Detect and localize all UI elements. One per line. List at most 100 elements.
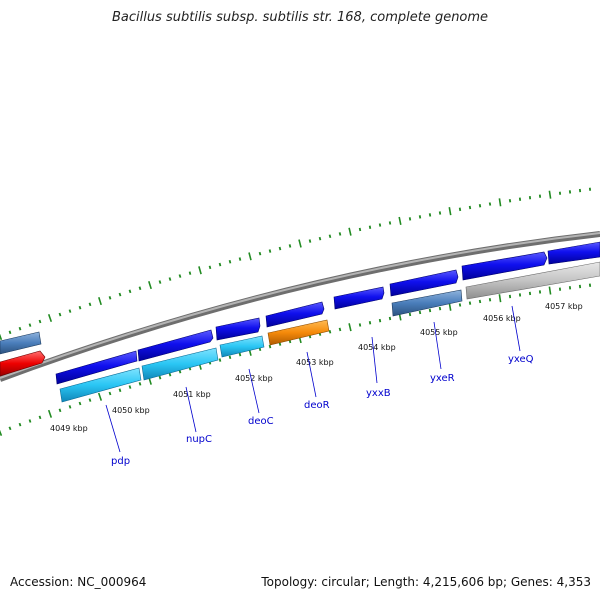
gene-feature[interactable]	[389, 269, 459, 297]
minor-tick	[338, 232, 342, 236]
minor-tick	[488, 202, 492, 206]
gene-label[interactable]: yxeR	[430, 373, 455, 384]
minor-tick	[158, 280, 162, 284]
reverse-strand-features	[0, 261, 600, 403]
gene-feature[interactable]	[55, 350, 138, 385]
gene-feature[interactable]	[391, 289, 463, 317]
genome-backbone-highlight	[0, 232, 600, 379]
gene-feature[interactable]	[59, 367, 142, 403]
gene-label[interactable]: yxxB	[366, 388, 391, 399]
scale-label: 4051 kbp	[173, 390, 211, 399]
minor-tick	[88, 398, 92, 402]
gene-label[interactable]: pdp	[111, 456, 130, 467]
minor-tick	[18, 422, 22, 427]
outer-tick-ring	[0, 187, 592, 341]
accession-text: Accession: NC_000964	[10, 575, 147, 589]
gene-label-line	[105, 404, 121, 453]
minor-tick	[58, 312, 62, 317]
gene-label[interactable]: yxeQ	[508, 354, 534, 365]
minor-tick	[278, 246, 282, 251]
major-tick	[398, 216, 402, 225]
minor-tick	[218, 262, 222, 267]
minor-tick	[368, 321, 372, 325]
gene-feature[interactable]	[137, 329, 214, 362]
major-tick	[198, 266, 202, 275]
minor-tick	[8, 330, 12, 335]
minor-tick	[268, 344, 272, 349]
scale-label: 4053 kbp	[296, 358, 334, 367]
scale-label: 4057 kbp	[545, 302, 583, 311]
minor-tick	[238, 352, 242, 357]
scale-label: 4049 kbp	[50, 424, 88, 433]
minor-tick	[108, 391, 112, 396]
minor-tick	[158, 375, 162, 380]
minor-tick	[328, 329, 332, 334]
gene-feature[interactable]	[461, 251, 548, 281]
minor-tick	[188, 271, 192, 275]
minor-tick	[58, 408, 62, 413]
minor-tick	[438, 211, 442, 215]
gene-feature[interactable]	[267, 319, 330, 346]
gene-feature[interactable]	[0, 331, 42, 355]
minor-tick	[408, 217, 412, 221]
gene-feature[interactable]	[219, 335, 265, 358]
gene-feature[interactable]	[141, 347, 219, 381]
scale-labels: 4049 kbp 4050 kbp 4051 kbp 4052 kbp 4053…	[50, 302, 583, 433]
major-tick	[97, 392, 103, 401]
minor-tick	[508, 199, 512, 203]
minor-tick	[418, 310, 422, 315]
major-tick	[47, 409, 53, 418]
gene-label-lines	[105, 305, 521, 453]
minor-tick	[488, 298, 492, 302]
gene-feature[interactable]	[333, 286, 385, 310]
scale-label: 4056 kbp	[483, 314, 521, 323]
gene-label-line	[371, 336, 378, 384]
minor-tick	[68, 405, 72, 409]
gene-label[interactable]: deoC	[248, 416, 274, 427]
minor-tick	[168, 372, 172, 377]
minor-tick	[128, 385, 132, 389]
major-tick	[548, 190, 552, 199]
gene-feature[interactable]	[0, 350, 46, 377]
gene-label-line	[248, 368, 260, 414]
minor-tick	[228, 259, 232, 264]
major-tick	[148, 281, 152, 290]
minor-tick	[68, 309, 72, 313]
forward-strand-features	[0, 241, 600, 385]
gene-feature[interactable]	[465, 261, 600, 300]
gene-label[interactable]: deoR	[304, 400, 330, 411]
minor-tick	[468, 301, 472, 305]
minor-tick	[388, 316, 392, 321]
minor-tick	[108, 296, 112, 300]
gene-feature[interactable]	[215, 317, 261, 341]
minor-tick	[368, 225, 372, 229]
minor-tick	[428, 213, 432, 217]
minor-tick	[338, 327, 342, 332]
minor-tick	[8, 426, 12, 431]
minor-tick	[38, 319, 42, 324]
scale-label: 4055 kbp	[420, 328, 458, 337]
minor-tick	[168, 277, 172, 281]
minor-tick	[28, 323, 32, 327]
minor-tick	[138, 286, 142, 291]
minor-tick	[88, 302, 92, 307]
gene-label[interactable]: nupC	[186, 434, 212, 445]
minor-tick	[388, 221, 392, 225]
gene-labels: pdp nupC deoC deoR yxxB yxeR yxeQ	[111, 354, 534, 467]
minor-tick	[358, 323, 362, 327]
gene-feature[interactable]	[547, 241, 600, 265]
minor-tick	[308, 239, 312, 243]
minor-tick	[28, 419, 32, 423]
minor-tick	[478, 299, 482, 304]
minor-tick	[438, 306, 442, 311]
minor-tick	[178, 274, 182, 278]
minor-tick	[268, 249, 272, 253]
gene-feature[interactable]	[265, 301, 325, 328]
gene-label-line	[306, 351, 317, 398]
minor-tick	[38, 415, 42, 420]
minor-tick	[228, 355, 232, 360]
scale-label: 4050 kbp	[112, 406, 150, 415]
major-tick	[548, 286, 552, 295]
